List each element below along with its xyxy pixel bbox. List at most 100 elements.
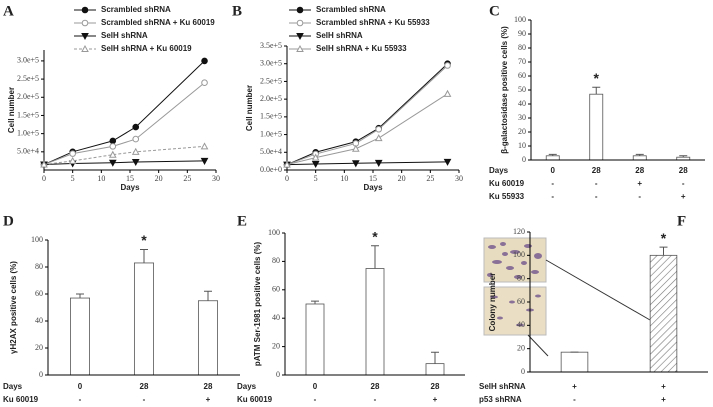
series [40, 157, 209, 169]
point [311, 153, 320, 161]
point [40, 160, 48, 168]
row-cell: - [551, 179, 554, 188]
point [132, 135, 140, 143]
row-cell: + [661, 395, 666, 404]
point [131, 147, 140, 155]
legend-label: Scrambled shRNA + Ku 60019 [101, 18, 215, 27]
legend-label: SelH shRNA [316, 31, 363, 40]
bar [305, 303, 325, 376]
y-tick-label: 3.5e+5 [260, 41, 282, 50]
row-cell: - [79, 395, 82, 404]
x-axis-label: Days [120, 183, 140, 192]
y-tick-label: 100 [514, 15, 526, 24]
row-cell: 28 [679, 166, 688, 175]
panel-letter: D [3, 213, 14, 229]
colony-image [483, 237, 547, 283]
y-tick-label: 2.0e+5 [260, 94, 282, 103]
bar [197, 300, 218, 376]
y-tick-label: 1.0e+5 [260, 129, 282, 138]
y-tick-label: 5.0e+4 [260, 147, 282, 156]
error-bar [371, 245, 379, 269]
y-tick-label: 60 [272, 285, 280, 294]
row-cell: + [206, 395, 211, 404]
row-cell: - [314, 395, 317, 404]
error-bar [548, 153, 557, 156]
y-tick-label: 1.5e+5 [17, 110, 39, 119]
y-tick-label: 90 [518, 29, 526, 38]
row-cell: - [682, 179, 685, 188]
point [109, 137, 117, 145]
row-cell: - [595, 179, 598, 188]
point [351, 144, 360, 152]
point [443, 89, 452, 97]
x-tick-label: 25 [183, 174, 191, 183]
row-label: Days [237, 382, 257, 391]
y-tick-label: 40 [517, 320, 525, 329]
y-axis-label: pATM Ser-1981 positive cells (%) [253, 242, 262, 367]
series [40, 57, 208, 168]
y-tick-label: 80 [272, 256, 280, 265]
y-tick-label: 20 [35, 343, 43, 352]
bar [649, 254, 678, 373]
colony-image [483, 286, 547, 336]
legend-marker [296, 44, 304, 52]
point [351, 160, 360, 168]
row-cell: 0 [78, 382, 83, 391]
line [43, 82, 205, 166]
point [374, 159, 383, 167]
x-tick-label: 10 [340, 174, 348, 183]
x-tick-label: 20 [398, 174, 406, 183]
y-tick-label: 120 [513, 227, 525, 236]
x-tick-label: 5 [314, 174, 318, 183]
legend-item: Scrambled shRNA + Ku 55933 [289, 18, 430, 27]
row-cell: 28 [140, 382, 149, 391]
legend-label: Scrambled shRNA [316, 5, 386, 14]
y-tick-label: 50 [518, 85, 526, 94]
point [201, 79, 208, 87]
legend-item: Scrambled shRNA [289, 5, 386, 14]
legend-item: Scrambled shRNA + Ku 60019 [74, 18, 215, 27]
legend-label: Scrambled shRNA [101, 5, 171, 14]
y-tick-label: 3.0e+5 [17, 56, 39, 65]
y-tick-label: 40 [35, 316, 43, 325]
y-tick-label: 40 [518, 99, 526, 108]
panel-letter: C [489, 3, 500, 19]
line [286, 63, 448, 166]
x-axis-label: Days [363, 183, 383, 192]
bar [545, 155, 560, 161]
line [286, 65, 448, 166]
line [43, 60, 205, 166]
point [375, 125, 383, 133]
error-bar [204, 290, 212, 301]
row-cell: 28 [371, 382, 380, 391]
x-tick-label: 15 [126, 174, 134, 183]
point [68, 156, 77, 164]
point [132, 123, 140, 131]
y-tick-label: 0 [521, 367, 525, 376]
legend-marker [81, 44, 89, 52]
point [311, 160, 320, 169]
row-cell: 0 [313, 382, 318, 391]
point [444, 62, 451, 69]
y-tick-label: 5.0e+4 [17, 147, 39, 156]
point [201, 57, 208, 65]
row-cell: - [374, 395, 377, 404]
row-cell: - [573, 395, 576, 404]
bar [425, 363, 445, 376]
y-tick-label: 100 [513, 250, 525, 259]
x-tick-label: 0 [42, 174, 46, 183]
row-cell: 0 [551, 166, 556, 175]
legend-item: SelH shRNA [289, 31, 363, 40]
significance: * [372, 228, 378, 244]
error-bar [635, 153, 644, 156]
row-label: p53 shRNA [479, 395, 522, 404]
row-cell: 28 [592, 166, 601, 175]
point [374, 134, 383, 142]
panel-letter: E [237, 213, 247, 229]
connector [545, 259, 651, 321]
row-cell: - [595, 192, 598, 201]
legend-marker [296, 6, 304, 14]
y-tick-label: 2.5e+5 [17, 74, 39, 83]
point [200, 142, 209, 150]
legend-marker [81, 19, 89, 27]
